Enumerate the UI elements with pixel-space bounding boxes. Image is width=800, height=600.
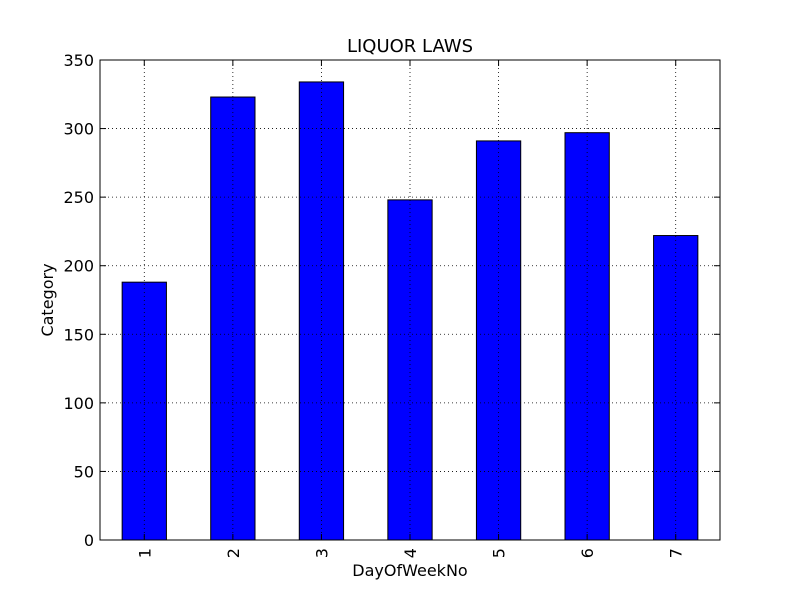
y-tick-label: 50	[74, 462, 94, 481]
bar-3	[298, 81, 345, 541]
y-tick-label: 0	[84, 531, 94, 550]
y-tick-label: 350	[63, 51, 94, 70]
y-tick-label: 100	[63, 394, 94, 413]
y-axis-label: Category	[38, 263, 57, 336]
x-tick-label: 6	[578, 548, 597, 558]
bar-7	[653, 235, 699, 541]
x-tick-label: 7	[667, 548, 686, 558]
y-tick-label: 250	[63, 188, 94, 207]
x-tick-label: 1	[135, 548, 154, 558]
y-tick-label: 150	[63, 325, 94, 344]
bar-1	[121, 281, 167, 541]
x-tick-label: 3	[312, 548, 331, 558]
bar-2	[210, 96, 256, 541]
chart-title: LIQUOR LAWS	[347, 36, 473, 57]
x-tick-label: 2	[224, 548, 243, 558]
y-tick-label: 300	[63, 120, 94, 139]
x-axis-label: DayOfWeekNo	[352, 561, 467, 580]
x-tick-label: 5	[490, 548, 509, 558]
x-tick-label: 4	[401, 548, 420, 558]
y-tick-label: 200	[63, 257, 94, 276]
